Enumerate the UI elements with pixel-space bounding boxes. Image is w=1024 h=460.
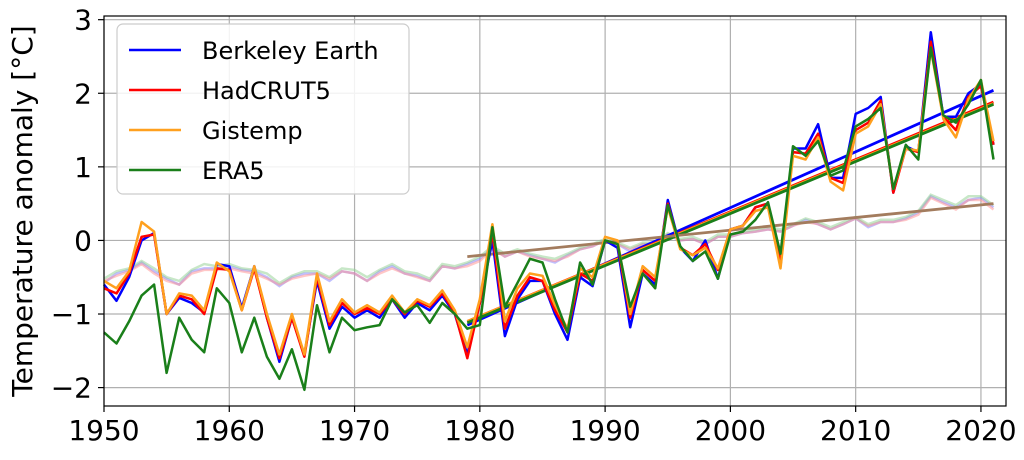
y-tick-label: −2 bbox=[51, 372, 92, 405]
y-axis-label: Temperature anomaly [°C] bbox=[6, 25, 39, 397]
y-tick-label: 2 bbox=[74, 77, 92, 110]
x-tick-label: 1980 bbox=[444, 414, 515, 447]
y-tick-label: 0 bbox=[74, 224, 92, 257]
x-tick-label: 1990 bbox=[569, 414, 640, 447]
series-line-gistemp bbox=[103, 47, 995, 356]
y-tick-label: 3 bbox=[74, 4, 92, 37]
x-tick-label: 2020 bbox=[945, 414, 1016, 447]
x-tick-label: 2000 bbox=[695, 414, 766, 447]
y-tick-label: −1 bbox=[51, 298, 92, 331]
x-axis-ticks: 1950 1960 1970 1980 1990 2000 2010 2020 bbox=[68, 406, 1017, 447]
series-group bbox=[103, 30, 995, 392]
trend-line bbox=[466, 103, 995, 325]
plot-frame bbox=[103, 15, 1007, 407]
legend-label: Berkeley Earth bbox=[202, 37, 379, 65]
legend: Berkeley Earth HadCRUT5 Gistemp ERA5 bbox=[116, 23, 410, 195]
x-tick-label: 1970 bbox=[319, 414, 390, 447]
x-tick-label: 2010 bbox=[820, 414, 891, 447]
x-tick-label: 1950 bbox=[68, 414, 139, 447]
y-tick-label: 1 bbox=[74, 151, 92, 184]
y-axis-ticks: −2 −1 0 1 2 3 bbox=[51, 4, 104, 405]
series-line-era5 bbox=[103, 46, 995, 392]
legend-box bbox=[116, 23, 410, 195]
x-tick-label: 1960 bbox=[194, 414, 265, 447]
legend-label: HadCRUT5 bbox=[202, 77, 331, 105]
legend-label: ERA5 bbox=[202, 157, 265, 185]
legend-label: Gistemp bbox=[202, 117, 303, 145]
